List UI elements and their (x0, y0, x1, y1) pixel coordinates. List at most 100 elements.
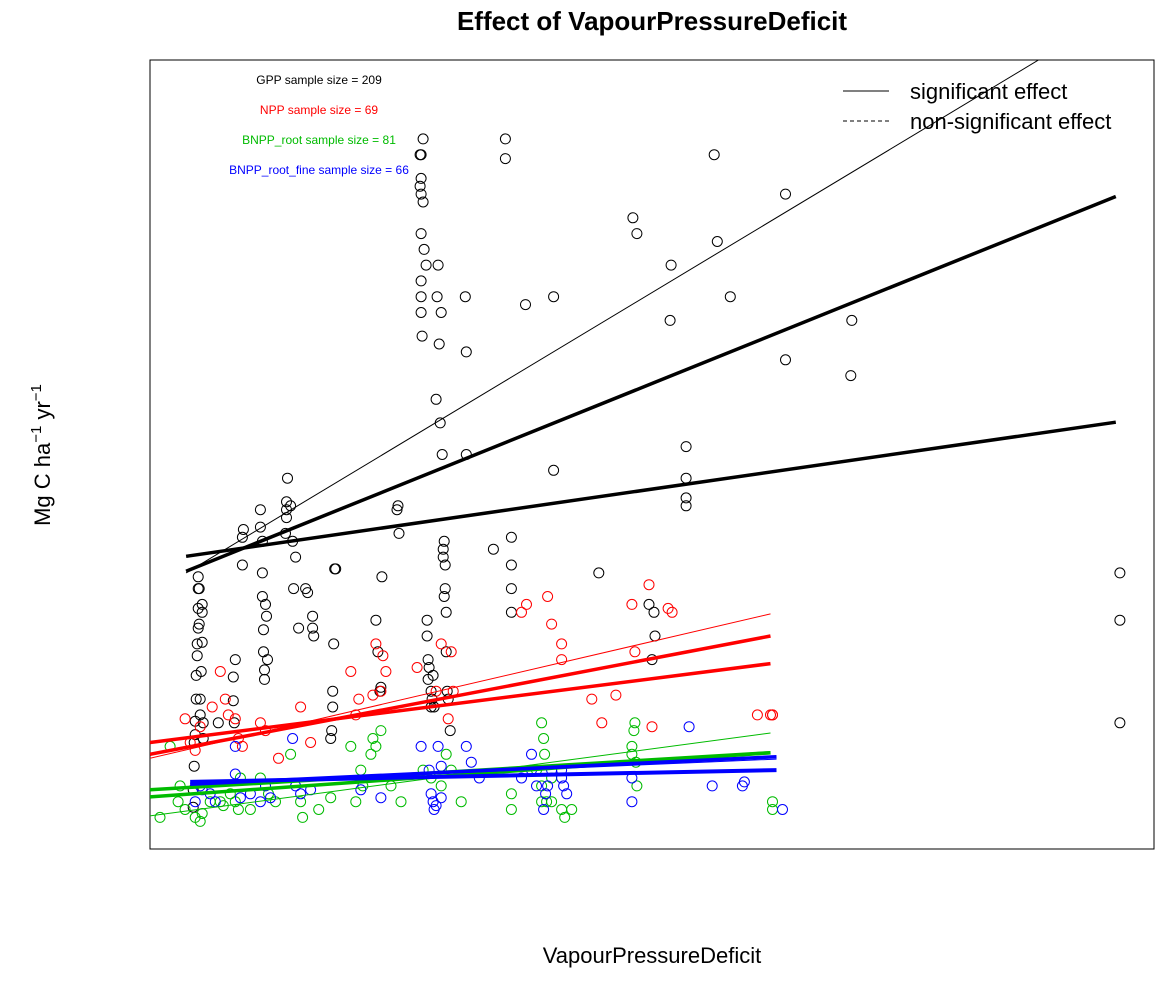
data-point (538, 733, 550, 744)
plot-area-frame (149, 59, 1155, 850)
data-point (370, 614, 382, 626)
data-point (214, 666, 226, 677)
data-point (195, 666, 207, 677)
data-point (411, 662, 423, 673)
fit-line-gpp (185, 194, 1117, 573)
data-point (222, 709, 234, 721)
data-point (438, 591, 450, 602)
data-point (425, 788, 437, 800)
data-point (192, 602, 204, 614)
data-point (330, 563, 342, 575)
data-point (307, 610, 319, 622)
data-point (313, 804, 325, 815)
sample-size-note: BNPP_root_fine sample size = 66 (229, 163, 409, 177)
data-point (627, 212, 639, 224)
data-point (288, 583, 300, 595)
data-point (505, 583, 517, 595)
data-point (236, 740, 248, 752)
data-point (643, 598, 655, 610)
data-point (629, 717, 641, 729)
data-point (435, 307, 447, 318)
data-point (244, 804, 256, 815)
data-point (434, 417, 446, 429)
data-point (259, 664, 270, 676)
data-point (526, 748, 537, 760)
data-point (295, 788, 307, 800)
data-point (194, 721, 206, 733)
data-point (736, 780, 748, 792)
data-point (190, 693, 202, 705)
data-point (326, 725, 338, 737)
data-point (646, 721, 658, 733)
data-point (179, 804, 191, 815)
data-point (422, 654, 434, 666)
data-point (546, 618, 558, 630)
data-point (680, 492, 692, 504)
sample-size-note: GPP sample size = 209 (256, 73, 382, 87)
data-point (435, 792, 447, 804)
data-point (548, 464, 560, 476)
data-point (415, 149, 427, 161)
data-point (626, 796, 638, 808)
data-point (427, 669, 439, 681)
data-point (229, 713, 241, 725)
data-point (380, 666, 392, 677)
data-point (430, 800, 442, 812)
data-point (258, 624, 269, 636)
data-point (556, 638, 568, 650)
data-point (281, 504, 292, 516)
data-point (444, 725, 456, 737)
data-point (307, 622, 319, 634)
data-point (355, 764, 367, 776)
data-point (370, 740, 382, 752)
data-point (295, 701, 307, 713)
data-point (194, 815, 206, 827)
data-point (391, 504, 403, 516)
data-point (1114, 717, 1126, 729)
data-point (628, 725, 640, 737)
data-point (631, 780, 643, 792)
data-point (459, 291, 471, 303)
fit-line-npp (150, 661, 771, 745)
data-point (648, 606, 660, 618)
data-point (521, 598, 532, 610)
data-point (345, 740, 357, 752)
data-point (212, 717, 224, 729)
data-point (706, 780, 718, 792)
data-point (228, 717, 240, 729)
data-point (295, 796, 307, 808)
data-point (846, 314, 858, 326)
data-point (293, 622, 305, 634)
data-point (194, 709, 206, 721)
data-point (256, 591, 268, 602)
data-point (465, 756, 477, 768)
data-point (626, 598, 638, 610)
data-point (421, 614, 433, 626)
data-point (425, 685, 437, 697)
data-point (680, 472, 692, 484)
data-point (229, 740, 241, 752)
data-point (302, 587, 314, 599)
data-point (285, 748, 297, 760)
data-point (415, 188, 427, 200)
y-axis-label-exp1: −1 (28, 426, 45, 443)
data-point (440, 606, 452, 618)
data-point (433, 338, 445, 350)
fit-line-bnpp_root_fine (190, 758, 777, 785)
data-point (558, 780, 570, 792)
data-point (194, 693, 206, 705)
data-point (505, 559, 517, 571)
data-point (1114, 567, 1126, 579)
data-point (191, 638, 203, 650)
data-point (328, 638, 340, 650)
data-point (708, 149, 720, 161)
data-point (258, 646, 269, 658)
data-point (440, 748, 452, 760)
data-point (421, 630, 433, 642)
data-point (455, 796, 467, 808)
data-point (192, 622, 204, 634)
data-point (377, 650, 389, 662)
data-point (261, 610, 272, 622)
data-point (154, 811, 166, 823)
data-point (499, 133, 511, 145)
